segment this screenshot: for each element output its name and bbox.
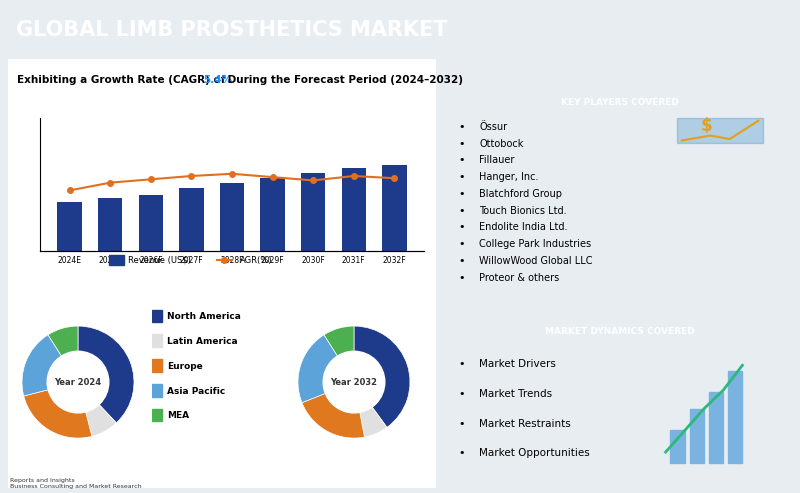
Text: •: • — [458, 189, 465, 199]
Text: GLOBAL LIMB PROSTHETICS MARKET: GLOBAL LIMB PROSTHETICS MARKET — [16, 20, 447, 39]
Text: MARKET REVENUE SHARE ANALYSIS, BY REGION: MARKET REVENUE SHARE ANALYSIS, BY REGION — [100, 274, 344, 283]
Text: •: • — [458, 122, 465, 132]
Text: •: • — [458, 222, 465, 232]
Wedge shape — [302, 382, 365, 438]
Text: Endolite India Ltd.: Endolite India Ltd. — [479, 222, 568, 232]
Text: Market Drivers: Market Drivers — [479, 359, 556, 369]
Text: Exhibiting a Growth Rate (CAGR) of: Exhibiting a Growth Rate (CAGR) of — [17, 75, 229, 85]
Text: •: • — [458, 256, 465, 266]
Text: AGR(%): AGR(%) — [240, 255, 272, 265]
Text: Proteor & others: Proteor & others — [479, 273, 559, 282]
Circle shape — [47, 352, 109, 413]
Text: Reports and Insights
Business Consulting and Market Research: Reports and Insights Business Consulting… — [10, 478, 142, 489]
Text: 5.4%: 5.4% — [202, 75, 232, 85]
Text: •: • — [458, 206, 465, 216]
Bar — [152, 409, 162, 422]
Wedge shape — [298, 335, 354, 403]
Bar — [152, 384, 162, 396]
Text: Year 2024: Year 2024 — [53, 381, 103, 389]
Text: •: • — [458, 419, 465, 428]
Text: KEY PLAYERS COVERED: KEY PLAYERS COVERED — [561, 98, 679, 107]
Text: •: • — [458, 139, 465, 149]
Bar — [138, 195, 163, 251]
Bar — [109, 255, 125, 265]
Bar — [301, 173, 326, 251]
Bar — [220, 183, 244, 251]
Text: Market Trends: Market Trends — [479, 388, 552, 399]
Text: •: • — [458, 172, 465, 182]
Bar — [261, 178, 285, 251]
Text: Year 2024: Year 2024 — [54, 378, 102, 387]
Bar — [342, 168, 366, 251]
Text: WillowWood Global LLC: WillowWood Global LLC — [479, 256, 593, 266]
Text: Market Opportunities: Market Opportunities — [479, 449, 590, 458]
Bar — [58, 202, 82, 251]
Text: Revenue (US$): Revenue (US$) — [128, 255, 191, 265]
Wedge shape — [354, 326, 410, 427]
Text: Össur: Össur — [479, 122, 507, 132]
Wedge shape — [324, 326, 354, 382]
Bar — [382, 165, 406, 251]
Bar — [152, 334, 162, 347]
Wedge shape — [24, 382, 92, 438]
Wedge shape — [354, 382, 387, 437]
Bar — [152, 310, 162, 322]
Text: •: • — [458, 273, 465, 282]
Wedge shape — [78, 326, 134, 423]
Bar — [179, 188, 203, 251]
FancyBboxPatch shape — [8, 59, 436, 488]
Text: MEA: MEA — [167, 411, 190, 421]
Text: Year 2032: Year 2032 — [330, 378, 378, 387]
Text: $: $ — [701, 117, 713, 135]
Wedge shape — [22, 335, 78, 396]
Text: •: • — [458, 239, 465, 249]
Text: MARKET REVENUE FORECAST & GROWTH RATE 2024-2032: MARKET REVENUE FORECAST & GROWTH RATE 20… — [75, 100, 369, 109]
Text: Hanger, Inc.: Hanger, Inc. — [479, 172, 538, 182]
Text: Touch Bionics Ltd.: Touch Bionics Ltd. — [479, 206, 567, 216]
Wedge shape — [48, 326, 78, 382]
Bar — [152, 359, 162, 372]
Text: •: • — [458, 388, 465, 399]
Text: Fillauer: Fillauer — [479, 155, 514, 166]
Text: Ottobock: Ottobock — [479, 139, 523, 149]
Text: •: • — [458, 449, 465, 458]
Text: •: • — [458, 359, 465, 369]
Text: Europe: Europe — [167, 362, 203, 371]
Text: North America: North America — [167, 312, 242, 321]
Text: •: • — [458, 155, 465, 166]
Wedge shape — [78, 382, 116, 436]
Bar — [98, 198, 122, 251]
Text: During the Forecast Period (2024–2032): During the Forecast Period (2024–2032) — [224, 75, 463, 85]
Text: Blatchford Group: Blatchford Group — [479, 189, 562, 199]
Text: College Park Industries: College Park Industries — [479, 239, 591, 249]
Circle shape — [323, 352, 385, 413]
Text: Market Restraints: Market Restraints — [479, 419, 571, 428]
Text: Latin America: Latin America — [167, 337, 238, 346]
Text: MARKET DYNAMICS COVERED: MARKET DYNAMICS COVERED — [545, 327, 695, 336]
Text: Asia Pacific: Asia Pacific — [167, 387, 226, 395]
